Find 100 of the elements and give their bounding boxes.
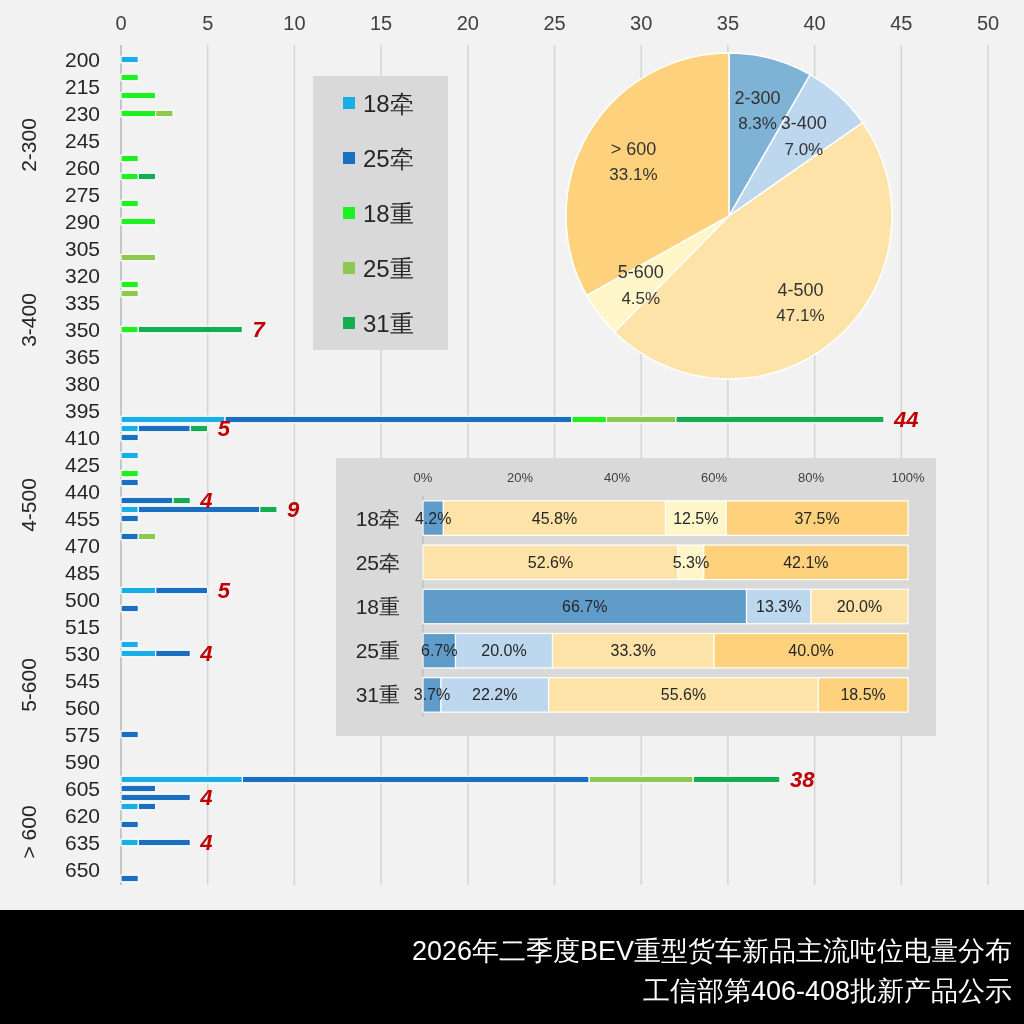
y-tick-label: 440 <box>64 480 100 503</box>
y-tick-label: 25重 <box>355 639 400 663</box>
x-tick-label: 40 <box>803 12 826 34</box>
data-label: 55.6% <box>660 686 707 704</box>
data-label: 5.3% <box>672 553 710 571</box>
x-tick-label: 60% <box>700 470 728 485</box>
y-tick-label: 395 <box>64 399 100 422</box>
bar <box>120 820 139 829</box>
data-label: 12.5% <box>673 509 719 527</box>
bar <box>120 478 139 487</box>
x-tick-label: 35 <box>716 12 740 34</box>
text: 2026年二季度BEV重型货车新品主流吨位电量分布 <box>411 936 1012 966</box>
bar <box>120 154 139 163</box>
y-tick-label: 350 <box>64 318 100 341</box>
y-tick-label: 560 <box>64 696 100 719</box>
y-tick-label: 530 <box>64 642 100 665</box>
y-tick-label: 470 <box>64 534 100 557</box>
bar <box>120 640 139 649</box>
total-label: 4 <box>199 830 213 855</box>
data-label: 33.3% <box>610 642 656 660</box>
y-tick-label: 245 <box>64 129 100 152</box>
y-tick-label: 545 <box>64 669 100 692</box>
y-tick-label: 305 <box>64 237 100 260</box>
y-tick-label: 25牵 <box>355 550 400 574</box>
data-label: 47.1% <box>776 306 825 326</box>
bar <box>120 55 139 64</box>
x-tick-label: 50 <box>976 12 1000 34</box>
y-tick-label: 275 <box>64 183 100 206</box>
total-label: 44 <box>892 407 919 432</box>
y-tick-label: 500 <box>64 588 100 611</box>
bar <box>120 217 157 226</box>
y-tick-label: 650 <box>64 858 100 881</box>
data-label: 3.7% <box>413 686 451 704</box>
y-tick-label: 515 <box>64 615 100 638</box>
total-label: 7 <box>252 317 267 342</box>
total-label: 4 <box>199 785 213 810</box>
y-tick-label: 605 <box>64 777 100 800</box>
data-label: 40.0% <box>788 642 834 660</box>
y-tick-label: 425 <box>64 453 100 476</box>
total-label: 5 <box>217 416 231 441</box>
bar <box>120 280 139 289</box>
x-tick-label: 0% <box>413 470 433 485</box>
bar <box>120 199 139 208</box>
bar <box>120 514 139 523</box>
y-tick-label: 620 <box>64 804 100 827</box>
bar <box>120 253 157 262</box>
y-tick-label: 18重 <box>355 595 400 618</box>
y-tick-label: 575 <box>64 723 100 746</box>
y-tick-label: 335 <box>64 291 100 314</box>
y-tick-label: 590 <box>64 750 100 773</box>
x-tick-label: 15 <box>369 12 393 34</box>
data-label: 20.0% <box>481 642 527 660</box>
bar <box>120 289 139 298</box>
y-tick-label: 455 <box>64 507 100 530</box>
x-tick-label: 20 <box>456 12 479 34</box>
data-label: 7.0% <box>784 139 824 159</box>
data-label: 66.7% <box>562 598 608 615</box>
total-label: 9 <box>287 497 301 522</box>
bar <box>120 874 139 883</box>
data-label: 52.6% <box>527 553 574 571</box>
data-label: 22.2% <box>472 686 518 704</box>
data-label: 13.3% <box>756 598 802 615</box>
total-label: 4 <box>199 488 213 513</box>
bar <box>120 73 139 82</box>
x-tick-label: 100% <box>891 470 926 485</box>
y-tick-label: 635 <box>64 831 100 854</box>
bar <box>120 433 139 442</box>
y-tick-label: 200 <box>64 48 100 71</box>
x-tick-label: 20% <box>506 470 534 485</box>
data-label: 45.8% <box>531 509 578 527</box>
data-label: 42.1% <box>783 553 829 571</box>
x-tick-label: 25 <box>543 12 566 34</box>
x-tick-label: 45 <box>890 12 913 34</box>
x-tick-label: 30 <box>630 12 653 34</box>
bar <box>120 604 139 613</box>
slice-label: 5-600 <box>617 262 664 283</box>
bar <box>120 469 139 478</box>
y-tick-label: 290 <box>64 210 100 233</box>
text: 3-400 <box>16 293 40 347</box>
y-tick-label: 380 <box>64 372 100 395</box>
data-label: 37.5% <box>794 509 840 527</box>
x-tick-label: 5 <box>202 12 214 34</box>
x-tick-label: 40% <box>603 470 631 485</box>
data-label: 18.5% <box>840 686 886 704</box>
total-label: 38 <box>789 767 816 792</box>
y-tick-label: 18牵 <box>355 506 400 530</box>
slice-label: 3-400 <box>780 113 827 134</box>
y-tick-label: 230 <box>64 102 100 125</box>
x-tick-label: 0 <box>115 12 127 34</box>
bar <box>120 451 139 460</box>
text: 工信部第406-408批新产品公示 <box>642 976 1012 1006</box>
data-label: 33.1% <box>609 165 658 185</box>
total-label: 4 <box>199 641 213 666</box>
slice-label: 2-300 <box>734 87 781 108</box>
total-label: 5 <box>217 578 231 603</box>
text: 4-500 <box>16 478 40 532</box>
data-label: 8.3% <box>738 114 777 134</box>
y-tick-label: 410 <box>64 426 100 449</box>
y-tick-label: 320 <box>64 264 100 287</box>
bar <box>120 91 157 100</box>
